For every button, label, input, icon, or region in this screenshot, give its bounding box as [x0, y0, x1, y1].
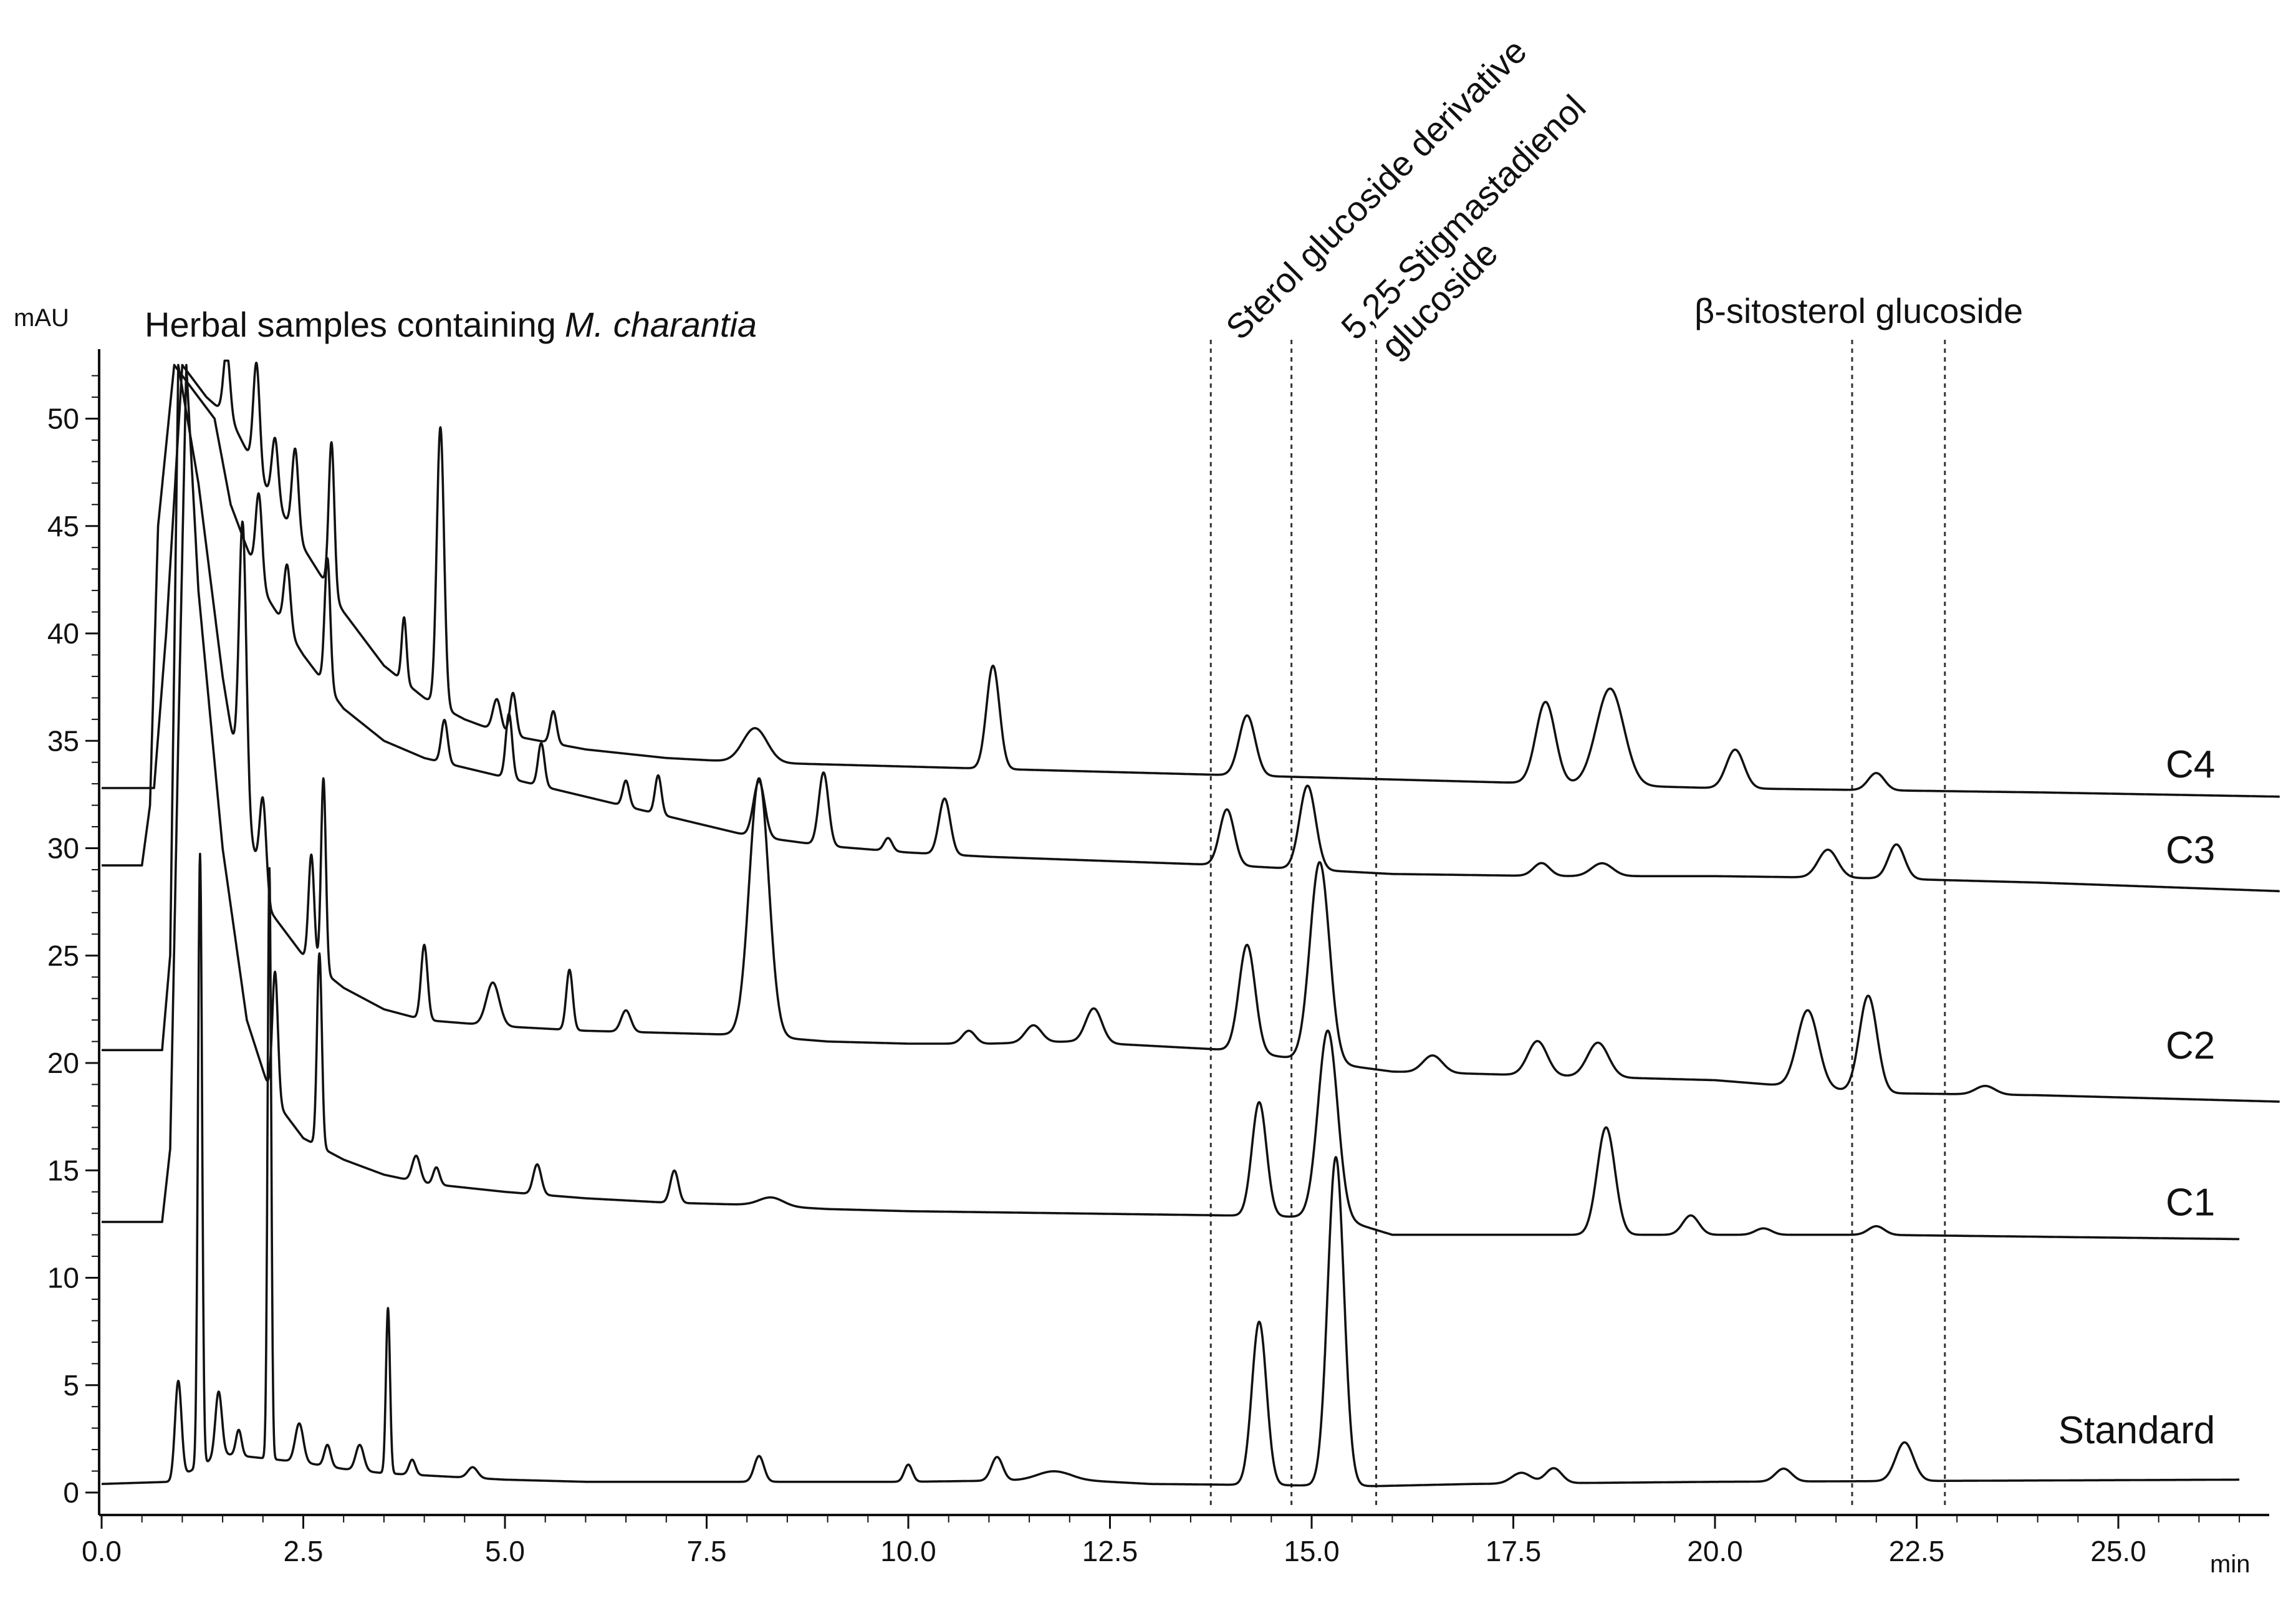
axes: 0.0 2.5 5.0 7.5 10.0 12.5 15.0 17.5 20.0 22.5 25.0… — [47, 349, 2269, 1567]
x-tick-label: 12.5 — [1082, 1535, 1138, 1567]
x-tick-label: 2.5 — [284, 1535, 324, 1567]
annotation-beta-sitosterol-glucoside: β-sitosterol glucoside — [1694, 291, 2023, 330]
y-tick-label: 45 — [47, 510, 79, 542]
x-tick-label: 5.0 — [485, 1535, 525, 1567]
trace-c4 — [100, 359, 2280, 798]
chart-title: Herbal samples containing M. charantia — [145, 305, 757, 344]
chart-title-species: M. charantia — [565, 305, 757, 344]
y-axis-unit-label: mAU — [14, 304, 69, 332]
x-axis-unit-label: min — [2210, 1551, 2250, 1578]
x-tick-label: 22.5 — [1889, 1535, 1945, 1567]
y-tick-label: 15 — [47, 1154, 79, 1186]
y-tick-label: 35 — [47, 724, 79, 757]
trace-c1 — [100, 363, 2241, 1241]
x-tick-label: 0.0 — [82, 1535, 122, 1567]
trace-standard — [100, 852, 2241, 1488]
x-tick-label: 17.5 — [1486, 1535, 1542, 1567]
x-tick-label: 10.0 — [880, 1535, 936, 1567]
y-tick-label: 30 — [47, 832, 79, 865]
x-tick-label: 15.0 — [1284, 1535, 1340, 1567]
y-tick-label: 5 — [63, 1369, 79, 1402]
annotation-stigmastadienol-glucoside: 5,25-Stigmastadienol glucoside — [1333, 87, 1593, 365]
trace-c2 — [100, 363, 2280, 1103]
reference-lines — [1209, 340, 1946, 1509]
chromatogram-traces — [100, 359, 2280, 1488]
y-tick-label: 0 — [63, 1476, 79, 1509]
y-tick-label: 40 — [47, 617, 79, 650]
series-label-standard: Standard — [2058, 1409, 2216, 1452]
series-label-c4: C4 — [2166, 743, 2215, 786]
trace-labels: C4 C3 C2 C1 Standard — [2058, 743, 2216, 1452]
x-axis-ticks: 0.0 2.5 5.0 7.5 10.0 12.5 15.0 17.5 20.0 22.5 25.0 — [82, 1515, 2241, 1567]
x-tick-label: 20.0 — [1687, 1535, 1743, 1567]
series-label-c2: C2 — [2166, 1024, 2215, 1067]
trace-c3 — [100, 363, 2280, 893]
y-tick-label: 20 — [47, 1047, 79, 1079]
chart-title-main: Herbal samples containing — [145, 305, 556, 344]
series-label-c3: C3 — [2166, 829, 2215, 872]
y-tick-label: 10 — [47, 1262, 79, 1294]
y-tick-label: 50 — [47, 403, 79, 435]
y-tick-label: 25 — [47, 940, 79, 972]
x-tick-label: 25.0 — [2090, 1535, 2146, 1567]
series-label-c1: C1 — [2166, 1181, 2215, 1224]
y-axis-ticks: 0 5 10 15 20 25 30 35 40 45 50 — [47, 375, 99, 1509]
x-tick-label: 7.5 — [687, 1535, 727, 1567]
